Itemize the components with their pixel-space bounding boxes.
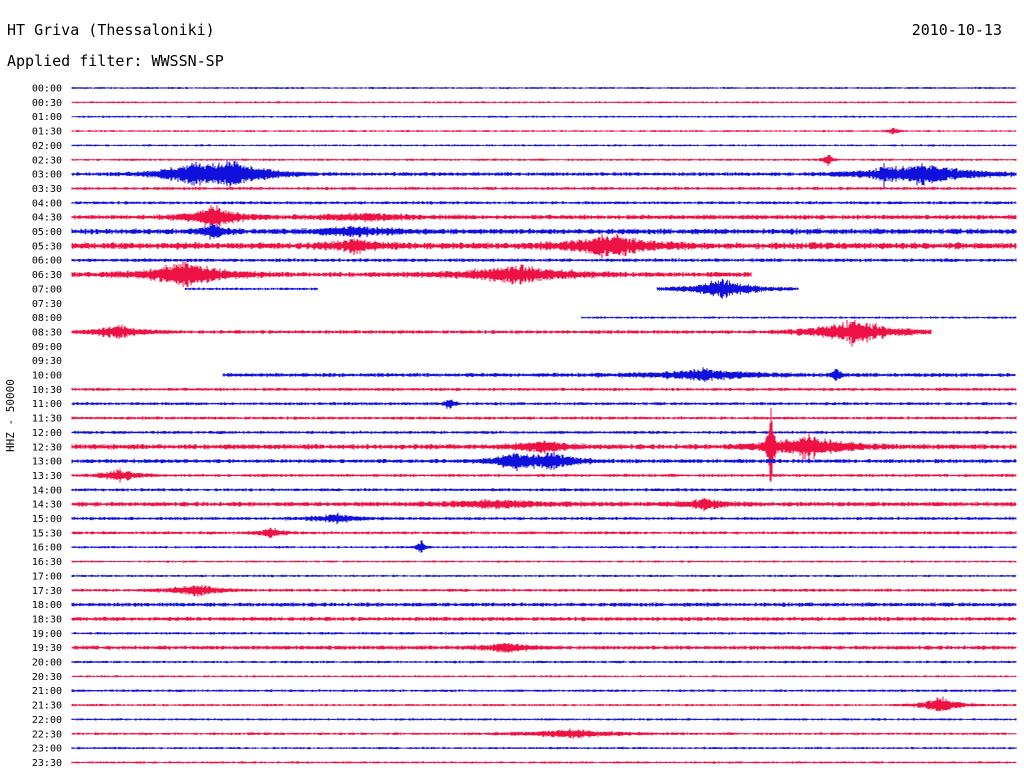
time-tick-label: 23:30 <box>32 758 62 769</box>
time-tick-label: 10:00 <box>32 371 62 382</box>
trace-1000 <box>222 367 1016 382</box>
time-tick-label: 20:30 <box>32 672 62 683</box>
trace-0630 <box>71 261 752 288</box>
trace-0130 <box>71 127 1017 135</box>
time-tick-label: 04:30 <box>32 213 62 224</box>
trace-2000 <box>71 660 1017 664</box>
trace-1300 <box>71 451 1017 472</box>
trace-0400 <box>71 201 1017 205</box>
time-tick-label: 13:30 <box>32 471 62 482</box>
time-tick-label: 17:00 <box>32 571 62 582</box>
time-tick-label: 23:00 <box>32 744 62 755</box>
time-tick-label: 11:00 <box>32 399 62 410</box>
trace-0800 <box>581 316 1017 319</box>
trace-1830 <box>71 616 1017 622</box>
time-tick-label: 07:30 <box>32 299 62 310</box>
trace-0330 <box>71 186 1017 191</box>
trace-0030 <box>71 101 1017 104</box>
time-tick-label: 06:30 <box>32 270 62 281</box>
trace-1630 <box>71 560 1017 563</box>
trace-1330 <box>71 468 1017 483</box>
time-tick-label: 04:00 <box>32 198 62 209</box>
trace-0000 <box>71 86 1017 90</box>
trace-0230 <box>71 155 1017 166</box>
time-tick-label: 12:00 <box>32 428 62 439</box>
time-tick-label: 02:30 <box>32 155 62 166</box>
trace-2130 <box>71 696 1017 712</box>
time-tick-label: 16:30 <box>32 557 62 568</box>
time-tick-label: 16:00 <box>32 543 62 554</box>
time-tick-label: 03:30 <box>32 184 62 195</box>
trace-0830 <box>71 320 932 347</box>
time-tick-label: 18:00 <box>32 600 62 611</box>
time-tick-label: 15:00 <box>32 514 62 525</box>
time-tick-label: 08:00 <box>32 313 62 324</box>
time-tick-label: 06:00 <box>32 256 62 267</box>
time-tick-label: 00:00 <box>32 84 62 95</box>
time-tick-label: 13:00 <box>32 457 62 468</box>
time-tick-label: 08:30 <box>32 327 62 338</box>
time-tick-label: 14:30 <box>32 500 62 511</box>
trace-0600 <box>71 258 1017 263</box>
time-tick-label: 12:30 <box>32 442 62 453</box>
trace-1500 <box>71 512 1017 525</box>
filter-label: Applied filter: WWSSN-SP <box>7 52 224 70</box>
trace-2300 <box>71 746 1017 750</box>
trace-1900 <box>71 631 1017 635</box>
trace-1730 <box>71 584 1017 597</box>
time-tick-label: 10:30 <box>32 385 62 396</box>
trace-2200 <box>71 718 1017 721</box>
time-tick-label: 21:30 <box>32 701 62 712</box>
time-tick-label: 05:30 <box>32 241 62 252</box>
trace-1400 <box>71 488 1017 492</box>
trace-1200 <box>71 430 1017 435</box>
time-tick-label: 20:00 <box>32 658 62 669</box>
time-tick-label: 07:00 <box>32 284 62 295</box>
trace-1800 <box>71 602 1017 607</box>
trace-2100 <box>71 689 1017 693</box>
trace-2230 <box>71 728 1017 739</box>
trace-1600 <box>71 540 1017 553</box>
station-title: HT Griva (Thessaloniki) <box>7 21 215 39</box>
trace-0200 <box>71 144 1017 147</box>
trace-0700 <box>656 278 799 299</box>
trace-0300 <box>71 160 1017 188</box>
time-tick-label: 11:30 <box>32 414 62 425</box>
trace-1430 <box>71 497 1017 512</box>
trace-2030 <box>71 675 1017 678</box>
trace-2330 <box>71 761 1017 764</box>
time-tick-label: 19:30 <box>32 643 62 654</box>
time-tick-label: 02:00 <box>32 141 62 152</box>
date-label: 2010-10-13 <box>911 21 1002 39</box>
time-tick-label: 01:30 <box>32 127 62 138</box>
time-tick-label: 22:00 <box>32 715 62 726</box>
trace-0100 <box>71 115 1017 118</box>
trace-0530 <box>71 233 1017 259</box>
time-tick-label: 01:00 <box>32 112 62 123</box>
time-tick-label: 18:30 <box>32 614 62 625</box>
time-tick-label: 17:30 <box>32 586 62 597</box>
trace-1530 <box>71 527 1017 538</box>
trace-1930 <box>71 643 1017 653</box>
trace-1030 <box>71 387 1017 392</box>
time-tick-label: 05:00 <box>32 227 62 238</box>
trace-0500 <box>71 224 1017 240</box>
time-tick-label: 09:30 <box>32 356 62 367</box>
time-tick-label: 22:30 <box>32 729 62 740</box>
time-tick-label: 00:30 <box>32 98 62 109</box>
trace-1130 <box>71 416 1017 420</box>
time-tick-label: 09:00 <box>32 342 62 353</box>
time-tick-label: 19:00 <box>32 629 62 640</box>
trace-1700 <box>71 574 1017 578</box>
trace-0700 <box>184 287 318 291</box>
trace-1230 <box>71 408 1017 482</box>
time-tick-label: 15:30 <box>32 528 62 539</box>
trace-1100 <box>71 399 1017 409</box>
time-tick-label: 21:00 <box>32 686 62 697</box>
time-tick-label: 14:00 <box>32 485 62 496</box>
trace-0430 <box>71 205 1017 229</box>
time-tick-label: 03:00 <box>32 170 62 181</box>
